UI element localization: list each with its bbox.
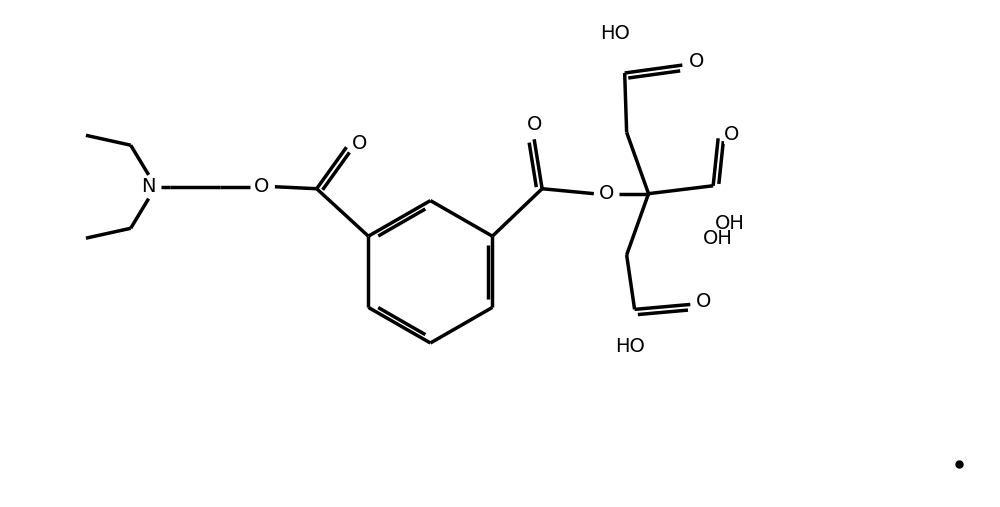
Text: HO: HO — [615, 338, 645, 356]
Text: O: O — [254, 177, 270, 196]
Text: O: O — [599, 184, 614, 203]
Text: O: O — [724, 125, 740, 144]
Text: OH: OH — [703, 229, 733, 248]
Text: OH: OH — [715, 214, 745, 233]
Text: HO: HO — [600, 24, 630, 43]
Text: O: O — [689, 52, 704, 70]
Text: O: O — [352, 134, 367, 153]
Text: O: O — [526, 115, 542, 134]
Text: N: N — [141, 177, 156, 196]
Text: O: O — [696, 292, 711, 311]
